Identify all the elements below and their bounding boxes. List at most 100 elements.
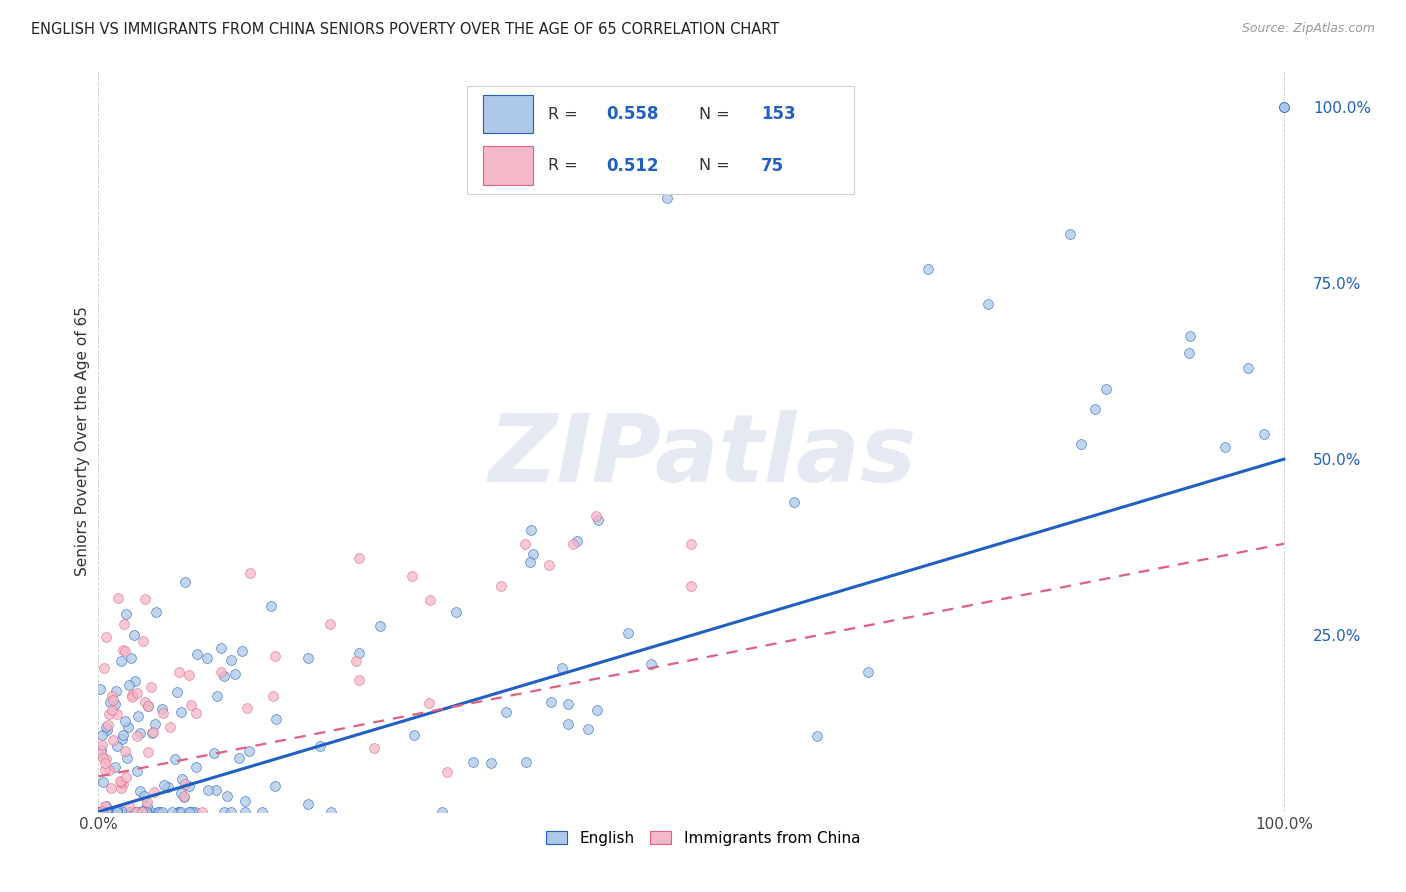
Point (1253, 427, 1275, 442)
Point (97, 717, 120, 731)
Point (561, 537, 583, 551)
Point (98, 695, 121, 709)
Point (90, 804, 112, 818)
Point (224, 667, 246, 681)
Point (184, 805, 207, 819)
Point (446, 606, 468, 620)
Point (124, 674, 146, 689)
Point (186, 647, 208, 661)
Point (121, 688, 143, 702)
Point (100, 703, 122, 717)
Point (135, 805, 157, 819)
Point (1059, 227, 1081, 241)
Y-axis label: Seniors Poverty Over the Age of 65: Seniors Poverty Over the Age of 65 (75, 307, 90, 576)
Point (463, 755, 485, 769)
Point (430, 805, 453, 819)
Point (540, 695, 562, 709)
Point (112, 616, 135, 631)
Point (401, 569, 423, 583)
Point (170, 772, 193, 787)
Point (117, 751, 139, 765)
Point (368, 619, 391, 633)
Point (681, 537, 703, 551)
Point (495, 705, 517, 719)
Point (104, 805, 127, 819)
Point (112, 727, 135, 741)
Point (191, 805, 214, 819)
Point (173, 574, 195, 589)
Point (1272, 100, 1295, 114)
Point (101, 805, 124, 819)
Point (143, 716, 166, 731)
Point (136, 699, 159, 714)
Point (209, 665, 232, 679)
Point (121, 690, 143, 705)
Point (105, 707, 128, 722)
Point (136, 799, 159, 814)
Point (150, 702, 173, 716)
Point (297, 651, 319, 665)
Point (91, 728, 114, 742)
Point (1070, 437, 1092, 451)
Point (131, 805, 153, 819)
Point (209, 640, 232, 655)
Point (180, 698, 202, 712)
Point (104, 759, 127, 773)
Point (349, 673, 371, 687)
Point (125, 805, 148, 819)
Point (114, 644, 136, 658)
Point (90, 805, 112, 819)
Point (125, 805, 148, 819)
Point (557, 698, 579, 712)
Point (157, 780, 180, 794)
Point (129, 784, 152, 798)
Point (308, 739, 330, 753)
Point (520, 523, 543, 537)
Point (418, 696, 440, 710)
Point (136, 795, 159, 809)
Point (110, 780, 132, 795)
Point (160, 805, 183, 819)
Point (479, 756, 502, 771)
Point (87, 805, 110, 819)
Point (93, 661, 115, 675)
Point (177, 779, 200, 793)
Point (173, 790, 195, 805)
Point (522, 547, 544, 561)
Point (100, 781, 122, 796)
Point (588, 513, 610, 527)
Point (197, 782, 219, 797)
Point (105, 803, 128, 817)
Point (1272, 100, 1295, 114)
Point (236, 701, 259, 715)
Point (177, 667, 200, 681)
Point (239, 566, 262, 581)
Point (1213, 440, 1236, 454)
Point (917, 261, 939, 276)
Point (108, 774, 131, 789)
Point (91, 805, 114, 819)
Point (98, 805, 121, 819)
Point (97, 706, 120, 721)
Point (142, 725, 165, 739)
Point (551, 660, 574, 674)
Point (114, 744, 136, 758)
Point (98, 805, 121, 819)
Point (96, 805, 118, 819)
Point (125, 764, 148, 778)
Point (186, 706, 208, 720)
Point (347, 550, 370, 565)
Point (344, 655, 367, 669)
Point (184, 759, 207, 773)
Point (101, 805, 124, 819)
Point (105, 739, 128, 754)
Point (233, 794, 256, 808)
Point (143, 785, 166, 799)
Point (100, 805, 122, 819)
Point (94, 756, 117, 770)
Point (125, 805, 148, 819)
Point (139, 680, 162, 694)
Point (117, 720, 139, 734)
Point (112, 805, 135, 819)
Point (110, 654, 132, 668)
